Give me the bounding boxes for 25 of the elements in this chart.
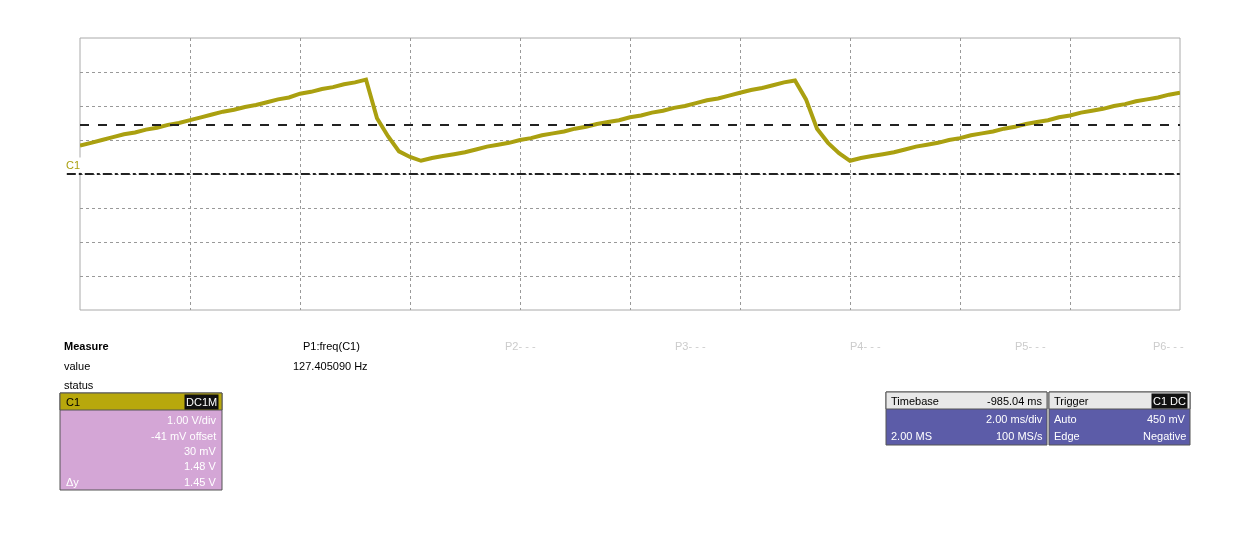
text: 2.00 ms/div: [986, 413, 1043, 425]
text: 1.00 V/div: [167, 414, 217, 426]
text: 100 MS/s: [996, 430, 1043, 442]
text: DC1M: [186, 396, 218, 408]
text: Trigger: [1054, 395, 1089, 407]
text: 1.45 V: [184, 476, 217, 488]
text: C1: [66, 396, 81, 408]
text: 2.00 MS: [891, 430, 932, 442]
text: 1.48 V: [184, 460, 217, 472]
text: P1:freq(C1): [303, 340, 360, 352]
text: value: [64, 360, 91, 372]
text: C1 DC: [1153, 395, 1187, 407]
text: Edge: [1054, 430, 1080, 442]
text: -41 mV offset: [151, 430, 217, 442]
annotation: C1: [66, 159, 81, 171]
text: 30 mV: [184, 445, 217, 457]
text: Δy: [66, 476, 80, 488]
text: 127.405090 Hz: [293, 360, 368, 372]
text: -985.04 ms: [987, 395, 1043, 407]
text: status: [64, 379, 94, 391]
text: 450 mV: [1147, 413, 1186, 425]
text: Measure: [64, 340, 109, 352]
text: Timebase: [891, 395, 939, 407]
text: Negative: [1143, 430, 1187, 442]
text: Auto: [1054, 413, 1077, 425]
